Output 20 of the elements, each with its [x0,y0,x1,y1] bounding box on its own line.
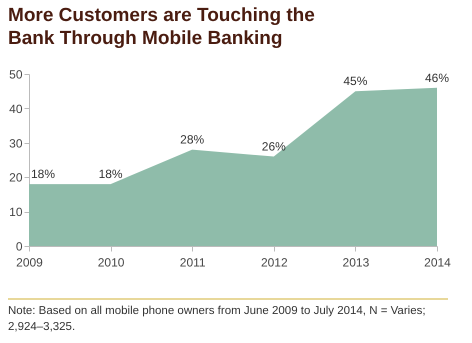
y-tick-label: 40 [9,102,23,116]
x-tick-label: 2010 [98,256,125,270]
x-tick-label: 2012 [260,256,288,270]
y-tick-label: 50 [9,68,23,82]
y-tick-label: 0 [16,240,23,254]
data-label: 18% [31,167,56,182]
x-tick-label: 2009 [16,256,44,270]
x-tick-label: 2013 [342,256,370,270]
x-tick-label: 2014 [424,256,452,270]
text: Note: Based on all mobile phone owners from June 2009 to July 2014, N = Varies; 2,924–3,325. [8,304,427,335]
data-label: 26% [262,140,286,154]
y-tick-label: 10 [9,205,23,220]
chart-title: More Customers are Touching the Bank Through Mobile Banking [8,4,316,50]
data-label: 18% [98,167,123,182]
data-label: 46% [424,70,450,85]
data-label: 45% [343,74,368,88]
x-tick-label: 2011 [180,256,206,270]
y-tick-label: 20 [9,170,23,185]
y-tick-label: 30 [9,136,23,150]
data-label: 28% [180,132,205,147]
